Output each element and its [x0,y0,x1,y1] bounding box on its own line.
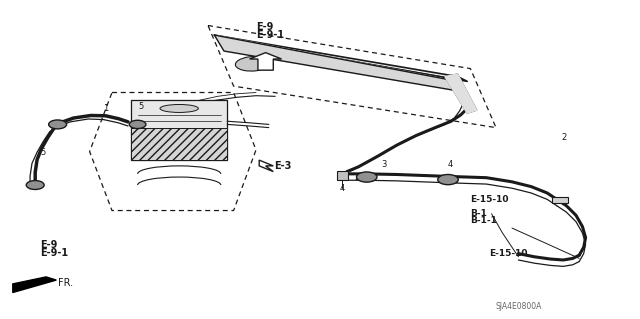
Ellipse shape [160,104,198,113]
Circle shape [26,181,44,189]
Text: 4: 4 [447,160,452,169]
Text: B-1-1: B-1-1 [470,216,497,225]
Text: 5: 5 [41,148,46,157]
Text: 2: 2 [562,133,567,142]
Text: 4: 4 [340,184,345,193]
Text: SJA4E0800A: SJA4E0800A [496,302,542,311]
Text: 5: 5 [138,102,143,111]
Bar [131,128,227,160]
Text: 1: 1 [103,104,108,113]
Circle shape [49,120,67,129]
Text: 3: 3 [381,160,387,169]
Polygon shape [214,35,467,93]
Polygon shape [131,100,227,160]
Text: E-9-1: E-9-1 [256,30,284,40]
Text: E-15-10: E-15-10 [470,195,509,204]
Polygon shape [445,74,477,113]
Ellipse shape [236,56,270,71]
Text: E-3: E-3 [274,161,291,171]
Text: FR.: FR. [58,278,73,288]
Text: E-9: E-9 [256,22,273,32]
Circle shape [356,172,377,182]
Circle shape [438,174,458,185]
Circle shape [129,120,146,129]
Polygon shape [337,171,348,180]
Polygon shape [250,53,282,70]
Polygon shape [13,277,56,293]
Text: E-15-10: E-15-10 [490,249,528,258]
Text: E-9: E-9 [40,241,58,250]
Text: B-1: B-1 [470,209,487,218]
Polygon shape [214,35,467,81]
Bar [552,197,568,203]
Polygon shape [259,160,273,172]
Text: E-9-1: E-9-1 [40,248,68,258]
